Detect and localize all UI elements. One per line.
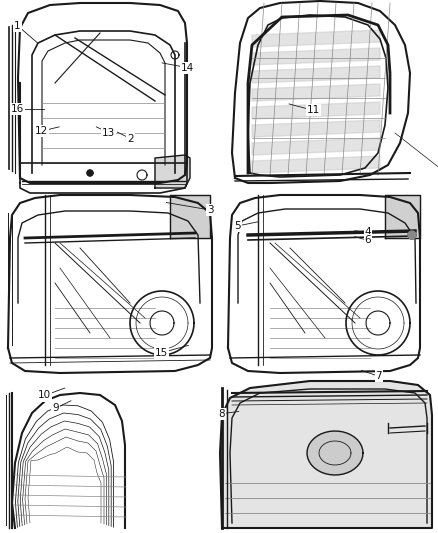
Polygon shape	[252, 102, 380, 119]
Polygon shape	[170, 195, 210, 238]
Text: 11: 11	[307, 106, 320, 115]
Polygon shape	[252, 156, 380, 173]
Polygon shape	[252, 138, 380, 155]
Polygon shape	[155, 155, 190, 188]
Text: 13: 13	[102, 128, 115, 138]
Text: 7: 7	[375, 372, 382, 381]
Text: 5: 5	[234, 221, 241, 231]
Text: 8: 8	[218, 409, 225, 418]
Polygon shape	[307, 431, 363, 475]
Text: 9: 9	[52, 403, 59, 413]
Text: 2: 2	[127, 134, 134, 143]
Text: 3: 3	[207, 205, 214, 215]
Text: 15: 15	[155, 348, 168, 358]
Text: 16: 16	[11, 104, 24, 114]
Polygon shape	[252, 30, 380, 47]
Text: 14: 14	[181, 63, 194, 72]
Polygon shape	[252, 48, 380, 65]
Text: 1: 1	[14, 21, 21, 30]
Text: 10: 10	[38, 391, 51, 400]
Polygon shape	[252, 120, 380, 137]
Polygon shape	[252, 84, 380, 101]
Polygon shape	[385, 195, 420, 238]
Polygon shape	[408, 231, 416, 239]
Text: 4: 4	[364, 228, 371, 237]
Polygon shape	[87, 170, 93, 176]
Text: 6: 6	[364, 236, 371, 245]
Text: 12: 12	[35, 126, 48, 136]
Polygon shape	[252, 66, 380, 83]
Polygon shape	[220, 381, 432, 528]
